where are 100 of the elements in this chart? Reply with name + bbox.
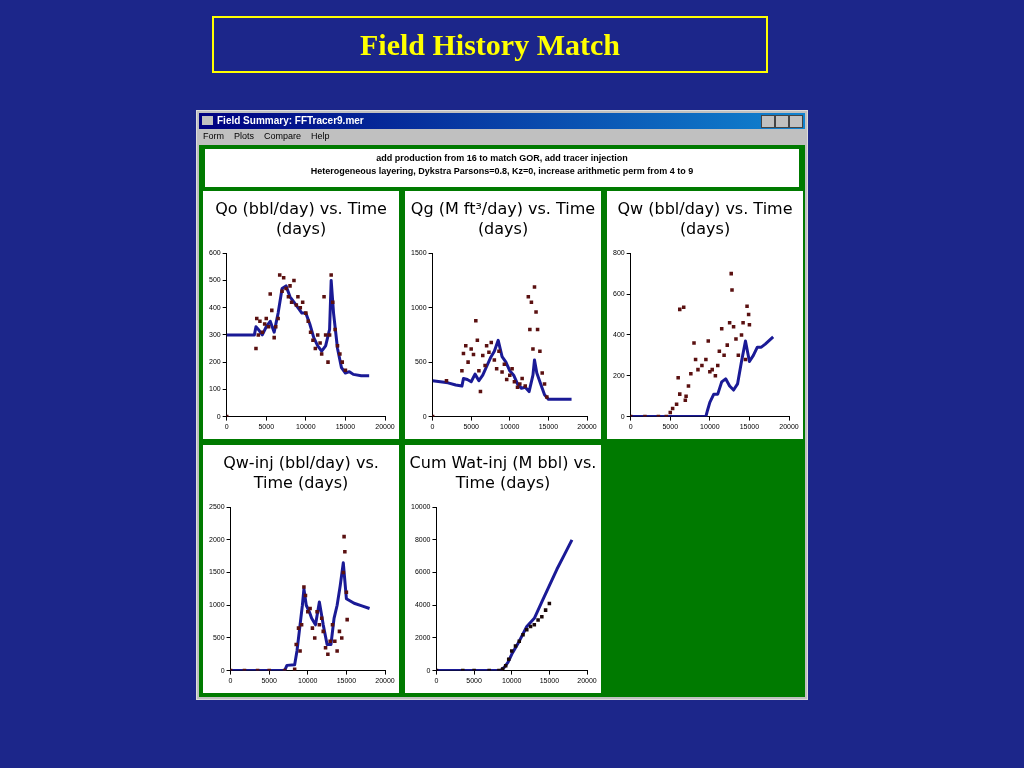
point: [532, 623, 537, 627]
point: [311, 338, 315, 343]
point: [298, 649, 302, 653]
text: add production from 16 to match GOR, add tracer injection: [375, 152, 629, 165]
point: [545, 395, 549, 399]
point: [729, 271, 733, 276]
point: [338, 352, 342, 356]
text: Form: [203, 131, 224, 141]
point: [262, 322, 267, 326]
point: [528, 327, 532, 332]
point: [306, 610, 310, 614]
point: [319, 352, 324, 356]
point: [256, 333, 261, 337]
point: [342, 534, 346, 539]
point: [509, 649, 514, 653]
point: [254, 316, 259, 321]
point: [460, 369, 464, 373]
point: [513, 644, 518, 648]
point: [327, 333, 332, 337]
point: [704, 357, 708, 362]
point: [294, 642, 298, 647]
point: [333, 327, 337, 332]
point: [333, 639, 337, 643]
point: [741, 320, 745, 325]
point: [497, 349, 501, 354]
chart-title: Cum Wat-inj (M bbl) vs. Time (days): [408, 452, 598, 494]
point: [668, 410, 673, 415]
point: [280, 289, 284, 294]
point: [676, 376, 680, 380]
point: [296, 626, 301, 630]
point: [277, 273, 282, 277]
point: [474, 318, 478, 323]
point: [343, 549, 347, 554]
point: [312, 636, 317, 640]
point: [717, 349, 722, 354]
point: [722, 353, 726, 358]
point: [466, 360, 470, 364]
point: [480, 353, 485, 358]
point: [715, 363, 720, 368]
point: [306, 319, 310, 324]
point: [286, 295, 291, 299]
point: [525, 627, 529, 632]
point: [508, 373, 512, 377]
point: [543, 608, 548, 612]
point: [532, 285, 537, 289]
point: [692, 341, 696, 345]
point: [344, 590, 349, 594]
point: [254, 346, 258, 351]
point: [506, 657, 511, 661]
point: [489, 340, 494, 345]
point: [326, 652, 330, 657]
text: Compare: [264, 131, 302, 141]
point: [288, 284, 292, 288]
point: [258, 319, 262, 324]
text: Plots: [234, 131, 255, 141]
point: [464, 344, 468, 348]
point: [330, 300, 335, 304]
point: [289, 300, 294, 304]
text: Heterogeneous layering, Dykstra Parsons=0.8, Kz=0, increase arithmetic perm from 4 to 9: [309, 165, 695, 178]
point: [272, 335, 276, 340]
point: [725, 343, 730, 347]
point: [536, 618, 540, 622]
point: [523, 384, 527, 388]
point: [273, 324, 278, 329]
point: [328, 639, 332, 643]
point: [345, 617, 349, 622]
point: [315, 333, 320, 337]
text: Field Summary: FFTracer9.mer: [217, 115, 364, 126]
point: [540, 614, 544, 619]
point: [469, 347, 473, 351]
point: [264, 316, 269, 321]
point: [276, 316, 280, 321]
point: [534, 310, 538, 314]
point: [706, 339, 711, 343]
point: [326, 360, 330, 364]
point: [484, 344, 489, 348]
point: [521, 632, 525, 637]
point: [492, 358, 497, 362]
point: [512, 379, 517, 384]
point: [515, 385, 520, 389]
chart-title: Qg (M ft³/day) vs. Time (days): [409, 198, 597, 240]
point: [689, 371, 693, 376]
point: [308, 606, 312, 611]
point: [308, 330, 313, 334]
point: [531, 347, 535, 351]
point: [700, 363, 704, 368]
chart-title: Qw (bbl/day) vs. Time (days): [616, 198, 794, 240]
point: [329, 273, 333, 277]
point: [335, 649, 339, 653]
point: [299, 623, 304, 627]
point: [260, 330, 265, 334]
point: [696, 367, 700, 372]
point: [540, 371, 544, 375]
point: [270, 308, 274, 313]
point: [517, 639, 522, 643]
point: [520, 376, 524, 381]
point: [734, 337, 738, 341]
point: [542, 382, 547, 386]
point: [315, 610, 319, 614]
point: [500, 370, 504, 374]
